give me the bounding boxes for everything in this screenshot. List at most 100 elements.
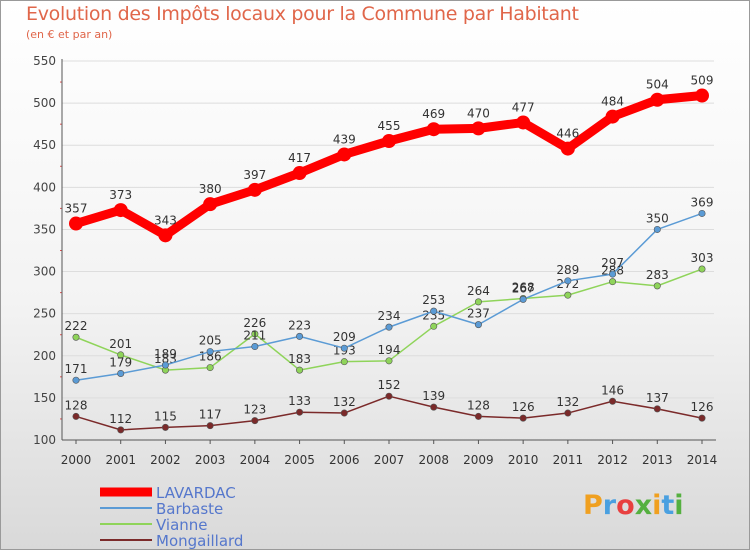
data-label: 484 <box>601 95 624 109</box>
data-label: 237 <box>467 307 490 321</box>
y-tick-label: 150 <box>33 391 56 405</box>
data-point <box>251 417 259 425</box>
data-label: 253 <box>422 293 445 307</box>
data-label: 350 <box>646 211 669 225</box>
logo-letter: t <box>661 490 675 521</box>
x-tick-label: 2013 <box>642 453 673 467</box>
data-point <box>251 343 259 351</box>
data-label: 509 <box>691 74 714 88</box>
data-label: 171 <box>65 362 88 376</box>
y-tick-label: 350 <box>33 222 56 236</box>
data-point <box>519 414 527 422</box>
data-point <box>609 270 617 278</box>
data-point <box>474 298 482 306</box>
x-tick-label: 2009 <box>463 453 494 467</box>
y-tick-label: 450 <box>33 138 56 152</box>
data-label: 373 <box>109 188 132 202</box>
x-tick-label: 2004 <box>240 453 271 467</box>
data-label: 297 <box>601 256 624 270</box>
data-label: 380 <box>199 182 222 196</box>
data-point <box>247 182 262 197</box>
data-point <box>653 282 661 290</box>
data-label: 183 <box>288 352 311 366</box>
data-point <box>560 141 575 156</box>
y-tick-label: 550 <box>33 54 56 68</box>
x-tick-label: 2005 <box>284 453 315 467</box>
data-label: 357 <box>65 202 88 216</box>
data-point <box>430 307 438 315</box>
data-point <box>113 203 128 218</box>
data-label: 469 <box>422 107 445 121</box>
data-label: 201 <box>109 337 132 351</box>
data-point <box>564 291 572 299</box>
data-label: 128 <box>65 398 88 412</box>
data-point <box>430 403 438 411</box>
data-label: 268 <box>512 281 535 295</box>
data-label: 226 <box>243 316 266 330</box>
logo-letter: i <box>652 490 662 521</box>
data-point <box>69 216 83 231</box>
data-label: 139 <box>422 389 445 403</box>
data-point <box>296 332 304 340</box>
x-tick-label: 2011 <box>553 453 584 467</box>
legend-label: Mongaillard <box>156 532 243 550</box>
data-label: 234 <box>378 309 401 323</box>
data-label: 267 <box>512 281 535 295</box>
data-point <box>340 409 348 417</box>
data-point <box>72 376 80 384</box>
y-tick-label: 400 <box>33 180 56 194</box>
data-label: 417 <box>288 151 311 165</box>
data-label: 223 <box>288 318 311 332</box>
chart-title: Evolution des Impôts locaux pour la Comm… <box>26 3 579 25</box>
x-tick-label: 2001 <box>105 453 136 467</box>
x-tick-label: 2002 <box>150 453 181 467</box>
data-point <box>292 166 307 181</box>
x-tick-label: 2003 <box>195 453 226 467</box>
data-label: 146 <box>601 383 624 397</box>
data-label: 264 <box>467 284 490 298</box>
logo-letter: x <box>634 490 653 521</box>
data-label: 289 <box>556 263 579 277</box>
legend-label: LAVARDAC <box>156 484 236 502</box>
data-point <box>698 209 706 217</box>
data-point <box>430 322 438 330</box>
data-point <box>337 147 352 162</box>
data-point <box>519 295 527 303</box>
data-label: 152 <box>378 378 401 392</box>
y-tick-label: 500 <box>33 96 56 110</box>
logo-letter: o <box>616 490 635 521</box>
legend-label: Vianne <box>156 516 208 534</box>
data-label: 504 <box>646 78 669 92</box>
data-point <box>650 92 665 107</box>
data-label: 303 <box>691 251 714 265</box>
data-point <box>251 330 259 338</box>
chart-subtitle: (en € et par an) <box>26 28 113 41</box>
data-point <box>161 361 169 369</box>
data-point <box>564 409 572 417</box>
data-label: 211 <box>243 329 266 343</box>
data-point <box>206 422 214 430</box>
data-label: 194 <box>378 343 401 357</box>
data-point <box>653 405 661 413</box>
data-point <box>296 408 304 416</box>
data-label: 112 <box>109 412 132 426</box>
data-point <box>340 358 348 366</box>
x-tick-label: 2010 <box>508 453 539 467</box>
data-point <box>117 369 125 377</box>
data-point <box>385 357 393 365</box>
data-label: 455 <box>378 119 401 133</box>
data-label: 477 <box>512 100 535 114</box>
data-label: 369 <box>691 195 714 209</box>
data-point <box>471 121 486 136</box>
data-point <box>698 414 706 422</box>
data-label: 128 <box>467 398 490 412</box>
data-point <box>340 344 348 352</box>
y-tick-label: 200 <box>33 349 56 363</box>
data-point <box>158 228 173 243</box>
y-tick-label: 250 <box>33 307 56 321</box>
data-label: 126 <box>691 400 714 414</box>
x-tick-label: 2000 <box>61 453 92 467</box>
data-label: 209 <box>333 330 356 344</box>
